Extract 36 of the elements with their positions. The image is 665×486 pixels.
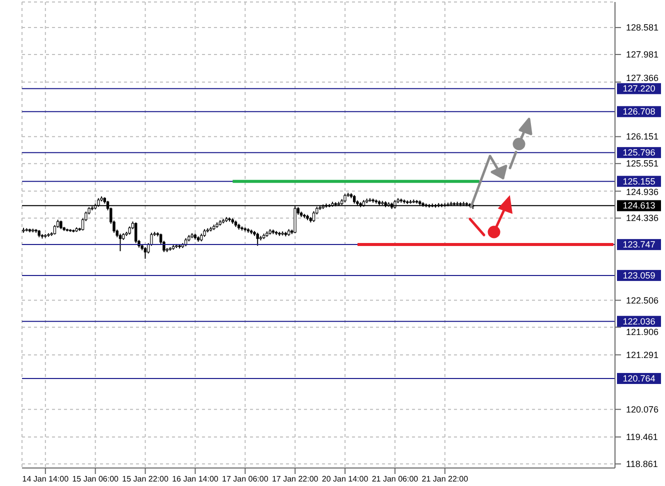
ref-line-label: 126.708 [622,106,656,117]
candlestick [144,246,147,260]
candlestick [312,210,316,222]
x-tick-label: 21 Jan 22:00 [422,474,469,484]
ref-line-label: 123.747 [622,240,656,250]
candlestick [256,232,259,246]
y-tick-label: 120.076 [626,404,659,414]
ref-line-label: 125.155 [622,176,656,186]
y-tick-label: 125.551 [626,158,659,169]
x-tick-label: 17 Jan 06:00 [222,474,269,484]
ref-line-label: 123.059 [622,270,656,280]
ref-line-label: 125.796 [622,148,656,158]
y-tick-label: 127.366 [626,73,659,84]
y-tick-label: 124.936 [626,186,659,197]
y-tick-label: 118.861 [626,458,658,469]
y-tick-label: 128.581 [626,22,659,33]
y-tick-label: 119.461 [626,432,658,442]
ref-line-label: 120.764 [622,373,656,384]
x-tick-label: 14 Jan 14:00 [22,474,70,484]
y-tick-label: 126.151 [626,132,659,142]
x-tick-label: 17 Jan 22:00 [272,474,319,484]
ref-line-label: 127.220 [622,84,656,94]
x-tick-label: 15 Jan 06:00 [72,474,120,484]
y-tick-label: 122.506 [626,295,659,306]
ref-line-label: 122.036 [622,316,656,326]
x-tick-label: 21 Jan 06:00 [372,474,419,484]
y-tick-label: 127.981 [626,49,659,60]
x-tick-label: 15 Jan 22:00 [122,474,169,484]
ref-line-label: 124.613 [622,200,656,211]
y-tick-label: 124.336 [626,213,659,224]
y-tick-label: 121.291 [626,350,659,360]
x-tick-label: 16 Jan 14:00 [172,474,219,484]
candlestick [118,233,122,252]
x-tick-label: 20 Jan 14:00 [322,474,369,484]
y-tick-label: 121.906 [626,326,659,337]
candlestick [134,222,138,244]
